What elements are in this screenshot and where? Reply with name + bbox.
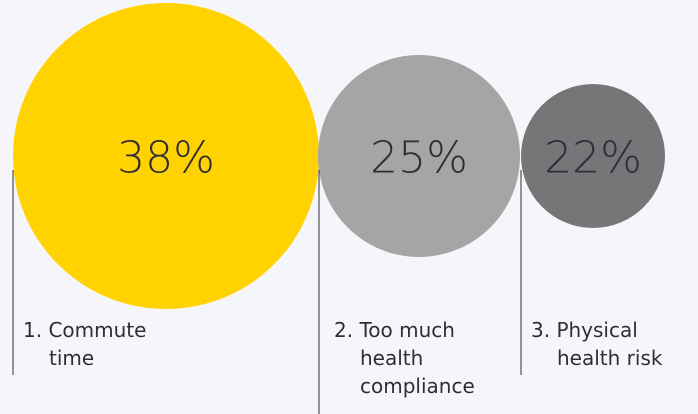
category-label-line: 2. Too much (334, 318, 455, 342)
bubble-value-label-2: 25% (370, 133, 468, 184)
category-label-line: health risk (557, 346, 663, 370)
category-label-line: time (49, 346, 94, 370)
bubble-category-label-2: 2. Too much health compliance (334, 318, 475, 398)
bubble-value-label-3: 22% (544, 133, 642, 184)
bubble-3 (521, 84, 665, 228)
bubble-1 (13, 3, 319, 309)
category-label-line: 1. Commute (23, 318, 146, 342)
bubble-category-label-3: 3. Physical health risk (531, 318, 663, 370)
bubble-value-label-1: 38% (117, 133, 215, 184)
category-label-line: compliance (360, 374, 475, 398)
bubble-category-label-1: 1. Commute time (23, 318, 146, 370)
bubble-2 (318, 55, 520, 257)
category-label-line: 3. Physical (531, 318, 638, 342)
category-label-line: health (360, 346, 423, 370)
